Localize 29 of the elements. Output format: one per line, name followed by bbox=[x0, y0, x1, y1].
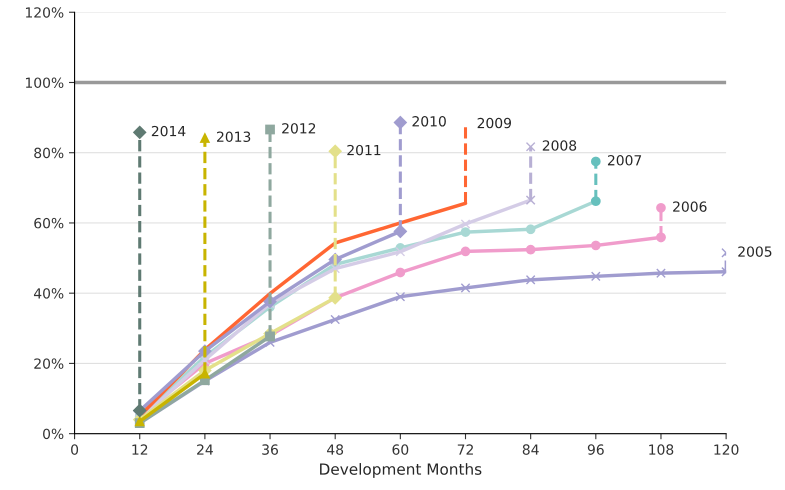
x-tick-label: 120 bbox=[714, 444, 738, 455]
x-tick-label: 108 bbox=[649, 444, 674, 455]
y-tick-label: 80% bbox=[34, 148, 64, 158]
y-tick-label: 20% bbox=[34, 358, 64, 369]
x-tick-label: 84 bbox=[522, 444, 539, 455]
x-tick-label: 36 bbox=[262, 444, 278, 455]
series-label: 2006 bbox=[673, 201, 707, 212]
series-label: 2005 bbox=[738, 246, 772, 257]
y-tick-label: 60% bbox=[34, 218, 64, 228]
series-label: 2010 bbox=[412, 116, 446, 127]
y-tick-label: 100% bbox=[26, 77, 64, 88]
series-label: 2007 bbox=[608, 155, 642, 166]
y-tick-label: 120% bbox=[26, 7, 64, 18]
x-tick-label: 72 bbox=[458, 444, 473, 455]
y-tick-label: 40% bbox=[34, 288, 64, 299]
y-tick-label: 0% bbox=[43, 428, 64, 440]
series-label: 2012 bbox=[282, 123, 316, 134]
x-tick-label: 12 bbox=[132, 444, 148, 455]
series-label: 2009 bbox=[478, 118, 511, 128]
series-label: 2014 bbox=[152, 126, 186, 136]
x-tick-label: 60 bbox=[392, 444, 408, 455]
x-tick-label: 48 bbox=[327, 444, 344, 455]
series-label: 2011 bbox=[347, 144, 380, 156]
x-tick-label: 96 bbox=[588, 444, 604, 455]
series-label: 2013 bbox=[217, 131, 250, 142]
x-tick-label: 0 bbox=[71, 444, 78, 455]
x-axis-title: Development Months bbox=[320, 463, 482, 478]
series-label: 2008 bbox=[542, 140, 576, 151]
x-tick-label: 24 bbox=[197, 444, 213, 455]
